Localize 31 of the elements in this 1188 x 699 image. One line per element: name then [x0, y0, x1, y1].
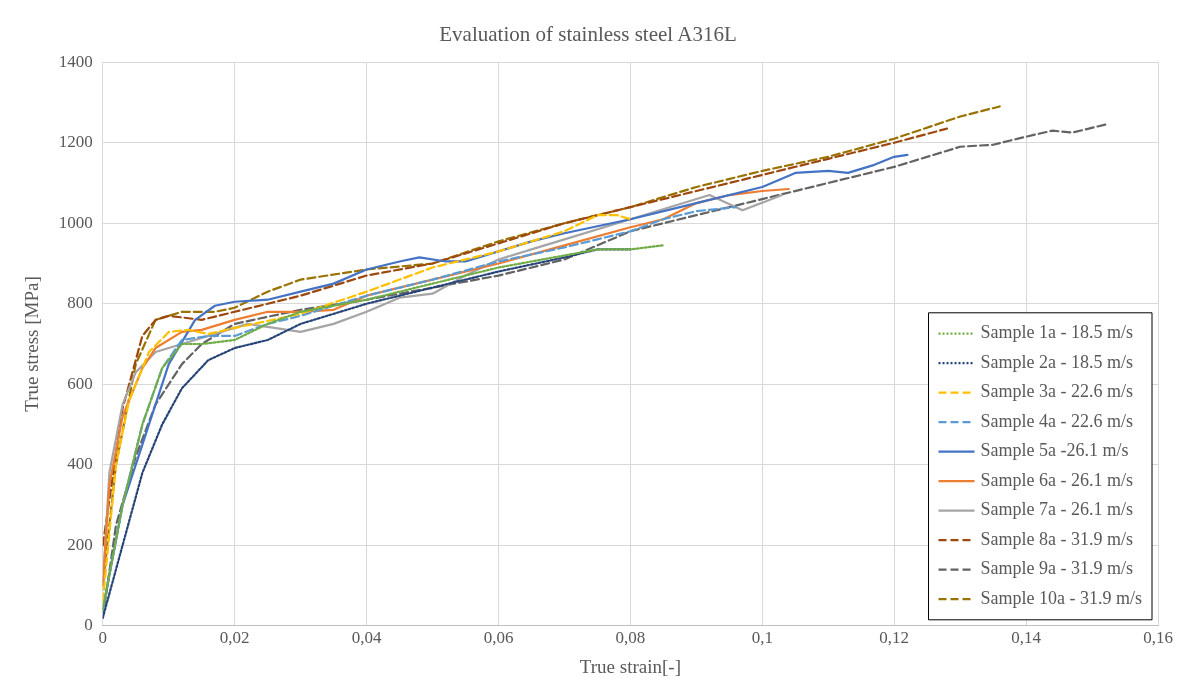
x-tick-label: 0 [98, 628, 108, 648]
legend-label: Sample 1a - 18.5 m/s [980, 322, 1133, 343]
x-tick-label: 0,02 [219, 628, 250, 648]
y-tick-label: 1200 [58, 132, 93, 152]
y-tick-label: 1000 [58, 212, 93, 232]
y-tick-label: 200 [67, 534, 93, 554]
legend-label: Sample 9a - 31.9 m/s [980, 558, 1133, 579]
legend-label: Sample 6a - 26.1 m/s [980, 469, 1133, 490]
x-tick-label: 0,08 [615, 628, 646, 648]
y-tick-label: 600 [67, 373, 93, 393]
legend-label: Sample 3a - 22.6 m/s [980, 381, 1133, 402]
x-tick-label: 0,14 [1011, 628, 1042, 648]
x-tick-label: 0,12 [879, 628, 910, 648]
x-tick-label: 0,16 [1143, 628, 1173, 648]
legend-label: Sample 5a -26.1 m/s [980, 440, 1129, 461]
legend-label: Sample 2a - 18.5 m/s [980, 351, 1133, 372]
legend-label: Sample 7a - 26.1 m/s [980, 499, 1133, 520]
x-tick-label: 0,1 [751, 628, 773, 648]
x-tick-label: 0,06 [483, 628, 514, 648]
x-tick-label: 0,04 [351, 628, 382, 648]
legend-label: Sample 8a - 31.9 m/s [980, 528, 1133, 549]
legend-label: Sample 10a - 31.9 m/s [980, 587, 1142, 608]
line-series [102, 127, 949, 547]
y-tick-label: 800 [67, 293, 93, 313]
y-tick-label: 1400 [58, 51, 93, 71]
x-axis-title: True strain[-] [579, 655, 681, 677]
y-tick-label: 0 [84, 615, 93, 635]
y-axis-title: True stress [MPa] [21, 276, 43, 412]
y-tick-label: 400 [67, 454, 93, 474]
legend-label: Sample 4a - 22.6 m/s [980, 410, 1133, 431]
chart-title: Evaluation of stainless steel A316L [439, 22, 737, 47]
